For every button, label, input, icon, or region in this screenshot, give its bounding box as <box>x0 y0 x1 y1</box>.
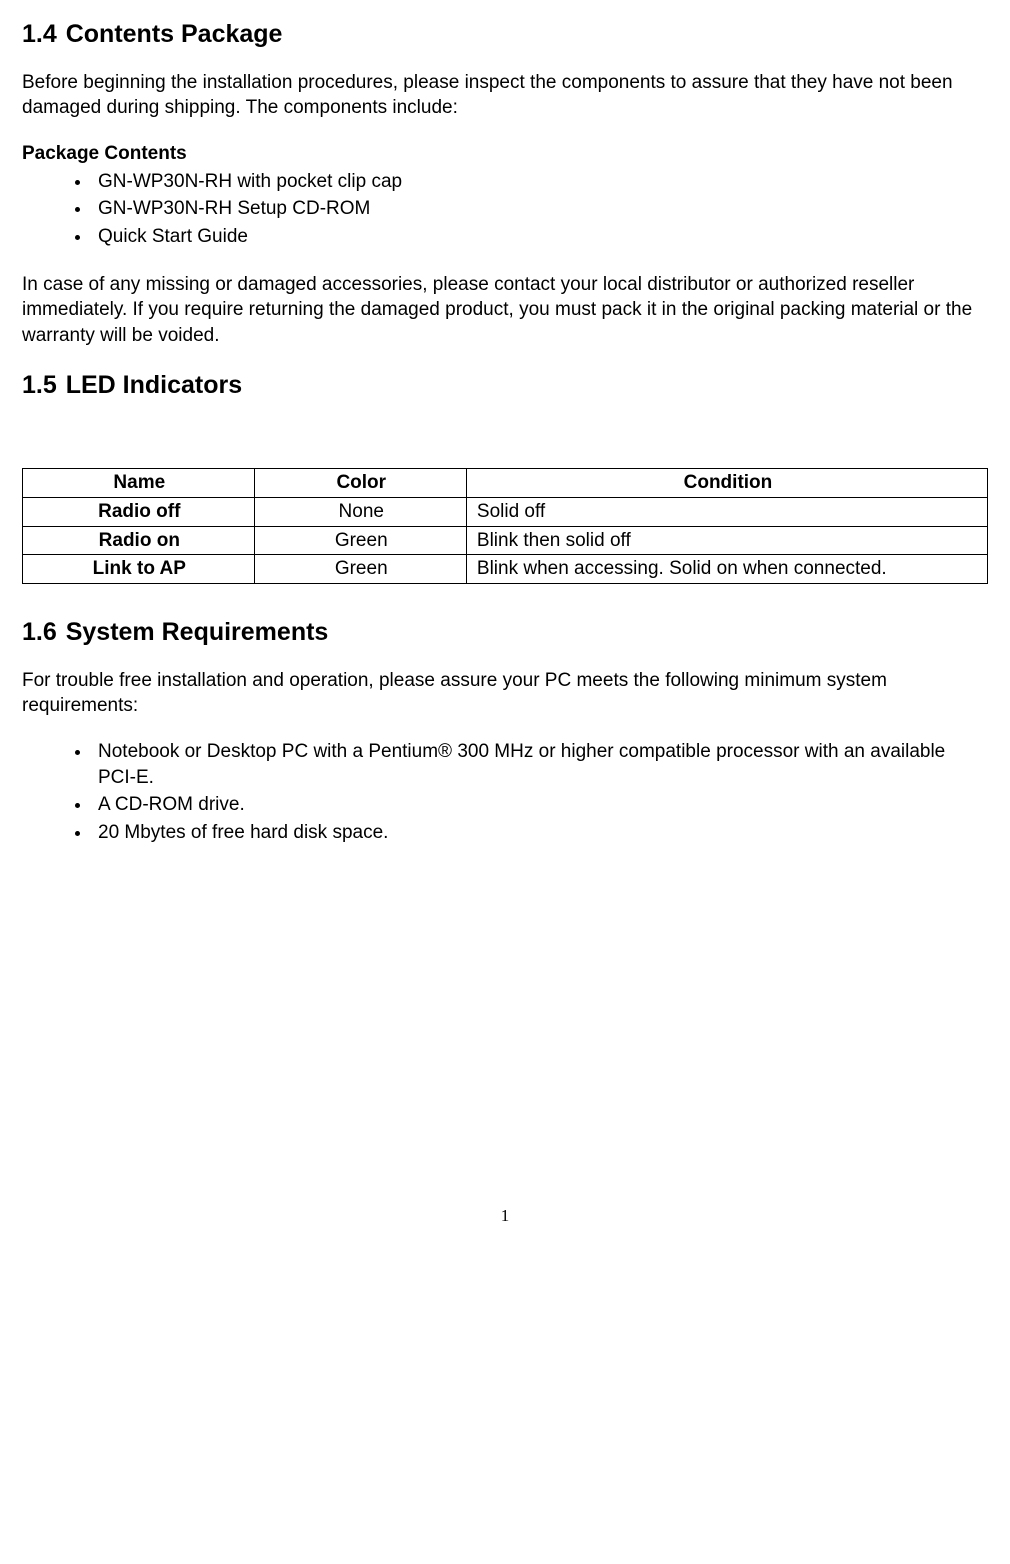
list-item: 20 Mbytes of free hard disk space. <box>92 820 988 846</box>
cell-color: None <box>254 497 466 526</box>
section-title: Contents Package <box>66 20 283 48</box>
table-header-condition: Condition <box>466 469 987 498</box>
sysreq-intro: For trouble free installation and operat… <box>22 668 988 719</box>
section-title: LED Indicators <box>66 371 242 399</box>
list-item: Quick Start Guide <box>92 224 988 250</box>
table-header-color: Color <box>254 469 466 498</box>
cell-color: Green <box>254 526 466 555</box>
list-item: GN-WP30N-RH with pocket clip cap <box>92 169 988 195</box>
list-item: GN-WP30N-RH Setup CD-ROM <box>92 196 988 222</box>
warranty-note: In case of any missing or damaged access… <box>22 272 988 349</box>
table-row: Radio on Green Blink then solid off <box>23 526 988 555</box>
cell-name: Link to AP <box>23 555 255 584</box>
cell-name: Radio off <box>23 497 255 526</box>
table-header-name: Name <box>23 469 255 498</box>
section-heading-contents-package: 1.4 Contents Package <box>22 18 988 52</box>
cell-condition: Blink then solid off <box>466 526 987 555</box>
page-number: 1 <box>22 1205 988 1228</box>
table-row: Radio off None Solid off <box>23 497 988 526</box>
cell-name: Radio on <box>23 526 255 555</box>
package-contents-list: GN-WP30N-RH with pocket clip cap GN-WP30… <box>22 169 988 250</box>
section-number: 1.6 <box>22 618 57 646</box>
section-heading-system-requirements: 1.6 System Requirements <box>22 616 988 650</box>
cell-condition: Blink when accessing. Solid on when conn… <box>466 555 987 584</box>
section-title: System Requirements <box>66 618 329 646</box>
cell-color: Green <box>254 555 466 584</box>
section-number: 1.4 <box>22 20 57 48</box>
sysreq-list: Notebook or Desktop PC with a Pentium® 3… <box>22 739 988 846</box>
section-heading-led-indicators: 1.5 LED Indicators <box>22 369 988 403</box>
list-item: Notebook or Desktop PC with a Pentium® 3… <box>92 739 988 790</box>
table-row: Link to AP Green Blink when accessing. S… <box>23 555 988 584</box>
led-indicators-table: Name Color Condition Radio off None Soli… <box>22 468 988 584</box>
table-header-row: Name Color Condition <box>23 469 988 498</box>
cell-condition: Solid off <box>466 497 987 526</box>
section-number: 1.5 <box>22 371 57 399</box>
list-item: A CD-ROM drive. <box>92 792 988 818</box>
package-contents-label: Package Contents <box>22 141 988 167</box>
intro-paragraph: Before beginning the installation proced… <box>22 70 988 121</box>
